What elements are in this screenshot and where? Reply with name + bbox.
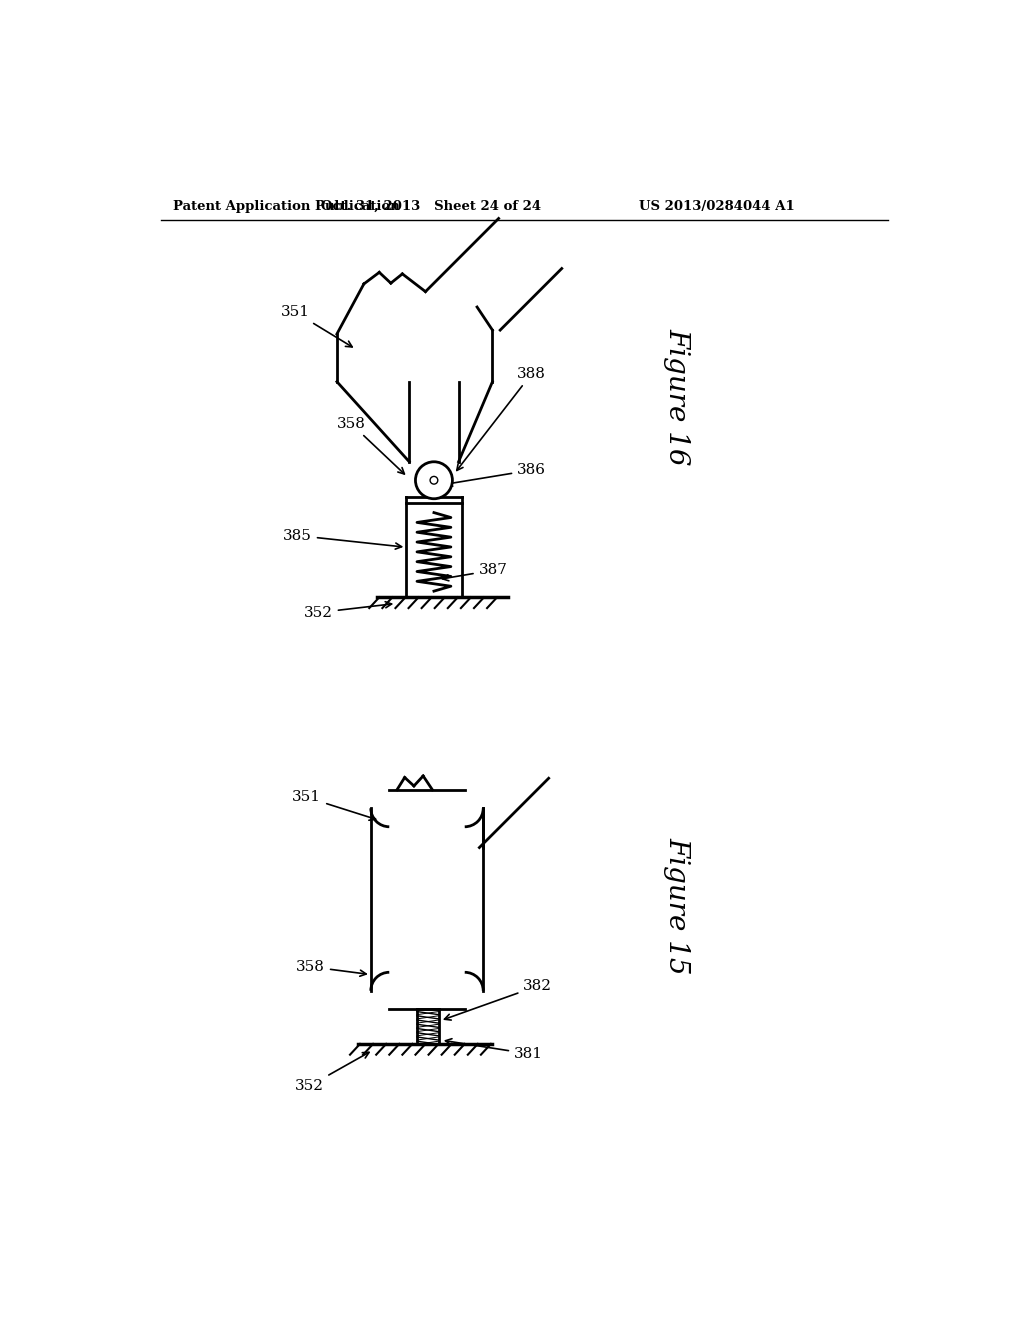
Text: 388: 388 <box>457 367 546 470</box>
Text: Patent Application Publication: Patent Application Publication <box>173 199 399 213</box>
Text: 386: 386 <box>446 463 546 486</box>
Text: 358: 358 <box>296 960 367 977</box>
Text: 385: 385 <box>283 528 401 549</box>
Text: 358: 358 <box>337 417 404 474</box>
Text: 351: 351 <box>281 305 352 347</box>
Circle shape <box>416 462 453 499</box>
Circle shape <box>430 477 438 484</box>
Text: 382: 382 <box>444 979 552 1020</box>
Text: Figure 15: Figure 15 <box>664 837 691 974</box>
Text: 352: 352 <box>304 602 391 619</box>
Text: US 2013/0284044 A1: US 2013/0284044 A1 <box>639 199 795 213</box>
Text: 381: 381 <box>445 1039 543 1061</box>
Text: Oct. 31, 2013   Sheet 24 of 24: Oct. 31, 2013 Sheet 24 of 24 <box>321 199 541 213</box>
Text: 352: 352 <box>295 1052 369 1093</box>
Text: Figure 16: Figure 16 <box>664 329 691 466</box>
Text: 387: 387 <box>442 564 508 581</box>
Text: 351: 351 <box>292 791 376 820</box>
